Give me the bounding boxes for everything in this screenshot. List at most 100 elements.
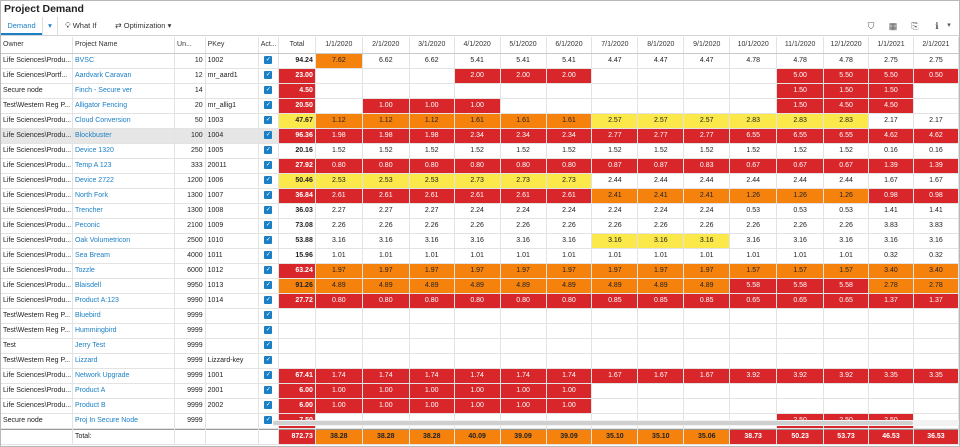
- col-header-month[interactable]: 2/1/2021: [913, 37, 959, 54]
- demand-cell[interactable]: [500, 83, 547, 99]
- col-header-un[interactable]: Un...: [174, 37, 206, 54]
- demand-cell[interactable]: [546, 98, 593, 114]
- demand-cell[interactable]: 4.50: [868, 98, 914, 114]
- demand-cell[interactable]: 4.50: [823, 98, 870, 114]
- demand-cell[interactable]: 2.26: [823, 218, 870, 234]
- project-name-link[interactable]: Blockbuster: [72, 128, 176, 144]
- demand-cell[interactable]: [546, 338, 593, 354]
- active-checkbox[interactable]: ✓: [264, 250, 273, 259]
- demand-cell[interactable]: 0.98: [868, 188, 914, 204]
- demand-cell[interactable]: 0.80: [315, 158, 363, 174]
- demand-cell[interactable]: 4.89: [591, 278, 639, 294]
- demand-cell[interactable]: 2.53: [315, 173, 363, 189]
- demand-cell[interactable]: 2.77: [591, 128, 639, 144]
- demand-cell[interactable]: 4.89: [500, 278, 547, 294]
- demand-cell[interactable]: 2.57: [637, 113, 685, 129]
- demand-cell[interactable]: 1.50: [823, 83, 870, 99]
- demand-cell[interactable]: 4.62: [913, 128, 959, 144]
- demand-cell[interactable]: 4.89: [546, 278, 593, 294]
- demand-cell[interactable]: 1.98: [409, 128, 455, 144]
- demand-cell[interactable]: [683, 383, 731, 399]
- demand-cell[interactable]: [591, 323, 639, 339]
- tab-demand[interactable]: Demand: [1, 17, 42, 35]
- demand-cell[interactable]: [637, 98, 685, 114]
- active-checkbox[interactable]: ✓: [264, 115, 273, 124]
- demand-cell[interactable]: [729, 98, 778, 114]
- demand-cell[interactable]: 4.89: [315, 278, 363, 294]
- active-checkbox[interactable]: ✓: [264, 400, 273, 409]
- demand-cell[interactable]: 5.41: [454, 53, 501, 69]
- demand-cell[interactable]: 3.16: [362, 233, 410, 249]
- demand-cell[interactable]: [868, 383, 914, 399]
- demand-cell[interactable]: [729, 353, 778, 369]
- demand-cell[interactable]: [683, 353, 731, 369]
- demand-cell[interactable]: 1.52: [729, 143, 778, 159]
- demand-cell[interactable]: [868, 338, 914, 354]
- table-row[interactable]: Life Sciences\Produ... Product A:123 9990 1…: [1, 293, 959, 309]
- demand-cell[interactable]: 2.00: [500, 68, 547, 84]
- demand-cell[interactable]: [683, 338, 731, 354]
- demand-cell[interactable]: 1.00: [409, 383, 455, 399]
- project-name-link[interactable]: North Fork: [72, 188, 176, 204]
- demand-cell[interactable]: 4.89: [637, 278, 685, 294]
- demand-cell[interactable]: [362, 83, 410, 99]
- active-checkbox[interactable]: ✓: [264, 235, 273, 244]
- demand-cell[interactable]: 1.41: [913, 203, 959, 219]
- demand-cell[interactable]: 5.41: [500, 53, 547, 69]
- demand-cell[interactable]: [823, 323, 870, 339]
- demand-cell[interactable]: 0.80: [315, 293, 363, 309]
- demand-cell[interactable]: [776, 338, 825, 354]
- demand-cell[interactable]: 1.52: [823, 143, 870, 159]
- demand-cell[interactable]: 1.52: [776, 143, 825, 159]
- demand-cell[interactable]: 1.00: [546, 398, 593, 414]
- demand-cell[interactable]: [683, 68, 731, 84]
- demand-cell[interactable]: [591, 398, 639, 414]
- demand-cell[interactable]: 1.00: [546, 383, 593, 399]
- demand-cell[interactable]: [591, 383, 639, 399]
- demand-cell[interactable]: 1.57: [729, 263, 778, 279]
- table-row[interactable]: Life Sciences\Produ... Device 2722 1200 100…: [1, 173, 959, 189]
- project-name-link[interactable]: Product B: [72, 398, 176, 414]
- demand-cell[interactable]: 3.16: [315, 233, 363, 249]
- demand-cell[interactable]: 2.27: [362, 203, 410, 219]
- demand-cell[interactable]: 4.78: [729, 53, 778, 69]
- demand-cell[interactable]: 2.61: [454, 188, 501, 204]
- demand-cell[interactable]: 0.80: [362, 293, 410, 309]
- demand-cell[interactable]: 1.97: [409, 263, 455, 279]
- demand-cell[interactable]: 1.01: [315, 248, 363, 264]
- demand-cell[interactable]: 1.97: [500, 263, 547, 279]
- col-header-total[interactable]: Total: [278, 37, 316, 54]
- demand-cell[interactable]: 1.00: [362, 98, 410, 114]
- demand-cell[interactable]: [683, 83, 731, 99]
- demand-cell[interactable]: 2.73: [454, 173, 501, 189]
- whatif-button[interactable]: 💡︎ What If: [65, 17, 96, 35]
- active-checkbox[interactable]: ✓: [264, 370, 273, 379]
- demand-cell[interactable]: 0.80: [500, 158, 547, 174]
- demand-cell[interactable]: [409, 68, 455, 84]
- table-row[interactable]: Life Sciences\Produ... Product A 9999 2001 ✓…: [1, 383, 959, 399]
- demand-cell[interactable]: 1.37: [868, 293, 914, 309]
- demand-cell[interactable]: 2.78: [868, 278, 914, 294]
- demand-cell[interactable]: 0.87: [591, 158, 639, 174]
- demand-cell[interactable]: [868, 308, 914, 324]
- demand-cell[interactable]: 2.83: [823, 113, 870, 129]
- demand-cell[interactable]: 0.83: [683, 158, 731, 174]
- active-checkbox[interactable]: ✓: [264, 55, 273, 64]
- demand-cell[interactable]: 1.00: [454, 398, 501, 414]
- demand-cell[interactable]: 2.00: [546, 68, 593, 84]
- demand-cell[interactable]: [454, 83, 501, 99]
- demand-cell[interactable]: [913, 308, 959, 324]
- demand-cell[interactable]: 0.53: [823, 203, 870, 219]
- demand-cell[interactable]: 0.32: [868, 248, 914, 264]
- col-header-month[interactable]: 6/1/2020: [546, 37, 593, 54]
- active-checkbox[interactable]: ✓: [264, 85, 273, 94]
- demand-cell[interactable]: 3.40: [868, 263, 914, 279]
- col-header-month[interactable]: 1/1/2020: [315, 37, 363, 54]
- demand-cell[interactable]: 1.67: [913, 173, 959, 189]
- demand-cell[interactable]: [637, 323, 685, 339]
- demand-cell[interactable]: 1.97: [546, 263, 593, 279]
- col-header-owner[interactable]: Owner: [1, 37, 73, 54]
- demand-cell[interactable]: 1.12: [409, 113, 455, 129]
- demand-cell[interactable]: 2.44: [591, 173, 639, 189]
- demand-cell[interactable]: 2.26: [637, 218, 685, 234]
